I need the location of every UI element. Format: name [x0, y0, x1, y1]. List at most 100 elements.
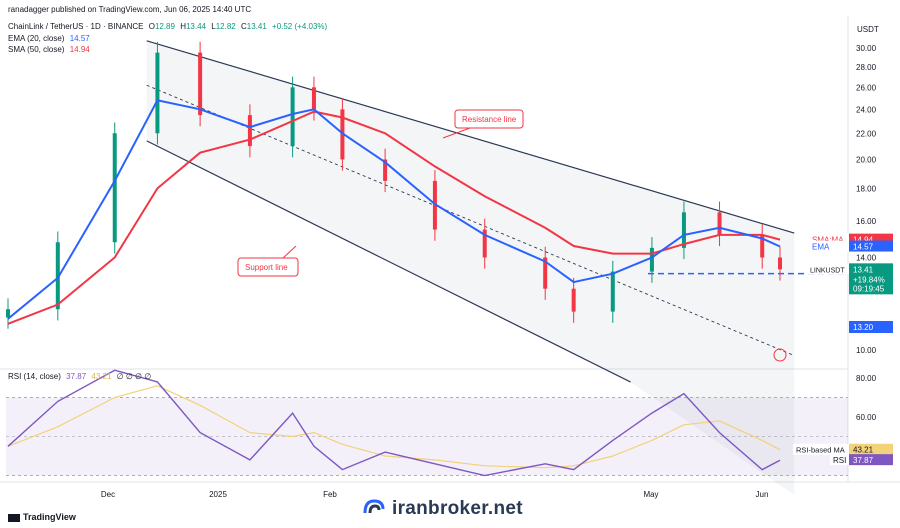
candle-body [311, 87, 316, 110]
price-tick-label: 14.00 [856, 254, 877, 263]
rsi-legend-label: RSI (14, close) [8, 372, 61, 381]
symbol-tag-bg [808, 263, 849, 275]
rsi-ma-tag-name: RSI-based MA [796, 446, 845, 455]
countdown-value: 09:19:45 [853, 284, 885, 293]
ema-legend-value: 14.57 [69, 34, 90, 43]
price-tick-label: 20.00 [856, 155, 877, 164]
ema-legend-label: EMA (20, close) [8, 34, 65, 43]
price-tick-label: 30.00 [856, 44, 877, 53]
o-label: O [148, 22, 155, 31]
support-line [146, 140, 631, 383]
sma-legend-label: SMA (50, close) [8, 45, 65, 54]
rsi-tag-name: RSI [833, 456, 846, 465]
rsi-ma-tag-value-bg [849, 443, 893, 455]
l-value: 12.82 [215, 22, 236, 31]
price-tick-label: 16.00 [856, 217, 877, 226]
time-tick-label: May [643, 490, 658, 499]
ema-20-line [7, 99, 781, 320]
rsi-legend: RSI (14, close) 37.87 43.21 ∅ ∅ ∅ ∅ [8, 371, 151, 382]
candle-body [290, 87, 295, 147]
time-tick-label: Feb [323, 490, 337, 499]
change-value: +0.52 (+4.03%) [272, 22, 328, 31]
alert-icon [773, 348, 787, 362]
sma-tag-value: 14.94 [853, 236, 874, 245]
rsi-ma-legend-value: 43.21 [91, 372, 112, 381]
candle-body [717, 212, 722, 235]
price-tick-label: 26.00 [856, 83, 877, 92]
sma-tag-bg [808, 233, 849, 245]
broker-logo-icon [363, 499, 385, 514]
rsi-tag-value: 37.87 [853, 456, 874, 465]
candle-body [6, 309, 10, 318]
last-price-value: 13.41 [853, 265, 874, 274]
h-value: 13.44 [185, 22, 207, 31]
rsi-legend-tail: ∅ ∅ ∅ ∅ [116, 372, 152, 381]
tradingview-icon [8, 513, 20, 522]
price-tick-label: 22.00 [856, 129, 877, 138]
candle-body [760, 234, 765, 258]
symbol-tag-name: LINKUSDT [810, 267, 845, 274]
ema-tag-bg [808, 240, 849, 252]
tradingview-logo: TradingView [8, 512, 76, 522]
ema-tag-name: EMA [812, 243, 830, 252]
rsi-tick-label: 60.00 [856, 413, 877, 422]
price-axis-currency: USDT [857, 25, 879, 34]
rsi-tag-bg [830, 454, 849, 466]
watermark-text: iranbroker.net [392, 498, 523, 519]
time-tick-label: Dec [101, 490, 115, 499]
sma-tag-value-bg [849, 233, 893, 245]
candle-body [198, 52, 203, 116]
price-tick-label: 18.00 [856, 184, 877, 193]
rsi-legend-value: 37.87 [66, 372, 87, 381]
candle-body [112, 133, 117, 243]
price-tick-label: 10.00 [856, 346, 877, 355]
sma-legend-value: 14.94 [69, 45, 90, 54]
last-change-value: +19.84% [853, 275, 885, 284]
sma-legend: SMA (50, close) 14.94 [8, 44, 90, 55]
rsi-ma-tag-value: 43.21 [853, 446, 874, 455]
resistance-callout-text: Resistance line [462, 115, 517, 124]
time-tick-label: 2025 [209, 490, 227, 499]
level-tag-value: 13.20 [853, 323, 874, 332]
channel-fill [146, 40, 795, 496]
l-label: L [211, 22, 216, 31]
main-legend: ChainLink / TetherUS · 1D · BINANCE O 12.… [8, 21, 327, 32]
ema-legend: EMA (20, close) 14.57 [8, 33, 90, 44]
last-price-tag-bg [849, 263, 893, 295]
symbol-label: ChainLink / TetherUS · 1D · BINANCE [8, 22, 144, 31]
candle-body [778, 257, 782, 270]
resistance-callout-pointer [442, 127, 471, 139]
c-label: C [240, 22, 247, 31]
level-tag-bg [849, 321, 893, 333]
price-tick-label: 24.00 [856, 105, 877, 114]
candle-body [543, 257, 548, 289]
sma-tag-name: SMA:MA [812, 236, 844, 245]
support-callout-pointer [282, 245, 297, 259]
support-callout-text: Support line [245, 263, 288, 272]
candle-body [55, 242, 60, 310]
watermark: iranbroker.net [362, 497, 523, 520]
rsi-line [7, 369, 781, 477]
ema-tag-value-bg [849, 240, 893, 252]
price-tick-label: 28.00 [856, 63, 877, 72]
tradingview-label: TradingView [23, 512, 76, 522]
candle-body [247, 115, 252, 147]
time-tick-label: Jun [756, 490, 769, 499]
candle-body [610, 271, 615, 312]
resistance-line [146, 40, 795, 234]
rsi-tag-value-bg [849, 454, 893, 466]
candle-body [649, 247, 654, 272]
candle-body [155, 52, 160, 134]
rsi-ma-tag-bg [793, 443, 849, 455]
h-label: H [180, 22, 186, 31]
candle-body [571, 288, 576, 312]
candle-body [482, 229, 487, 258]
candle-body [681, 212, 686, 248]
ema-tag-value: 14.57 [853, 243, 874, 252]
candle-body [383, 159, 388, 181]
c-value: 13.41 [246, 22, 267, 31]
rsi-tick-label: 80.00 [856, 374, 877, 383]
sma-50-line [7, 110, 781, 325]
